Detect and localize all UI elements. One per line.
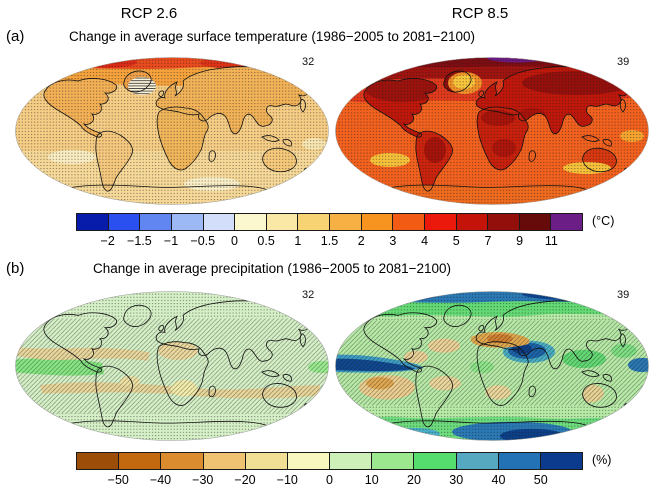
precipitation-colorbar-unit: (%) [592,453,612,467]
model-count-label: 32 [302,56,315,68]
colorbar-segment [161,453,204,469]
colorbar-segment [330,214,362,230]
stipple-overlay [335,57,649,205]
map-precipitation-rcp26 [15,291,329,441]
colorbar-segment [171,214,204,230]
colorbar-segment [108,214,141,230]
column-header-rcp26: RCP 2.6 [120,5,178,22]
colorbar-tick-label: 50 [533,473,548,487]
colorbar-tick-label: 30 [449,473,464,487]
colorbar-tick-label: −10 [276,473,298,487]
colorbar-segment [287,453,331,469]
panel-a-title: Change in average surface temperature (1… [68,29,476,44]
precipitation-colorbar: −50 −40 −30 −20 −10 0 10 20 30 40 50 [76,452,583,487]
colorbar-tick-label: −40 [149,473,172,487]
hatch-overlay [335,320,649,406]
colorbar-segment [235,214,267,230]
colorbar-segment [266,214,299,230]
colorbar-segments [76,213,583,231]
colorbar-segment [298,214,330,230]
colorbar-tick-label: 1.5 [320,234,339,248]
panel-b-tag: (b) [6,260,25,277]
colorbar-segment [119,453,162,469]
map-border [15,57,329,205]
colorbar-tick-label: −50 [107,473,129,487]
colorbar-segment [424,214,457,230]
map-border [335,291,649,441]
colorbar-segment [456,214,489,230]
colorbar-segment [393,214,425,230]
colorbar-tick-label: 5 [452,234,460,248]
colorbar-segment [540,453,583,469]
model-count-label: 39 [617,289,630,301]
colorbar-tick-label: 3 [389,234,397,248]
stipple-overlay [15,57,329,205]
colorbar-tick-label: 0.5 [257,234,275,248]
colorbar-segment [551,214,582,230]
colorbar-tick-label: 7 [484,234,492,248]
colorbar-tick-label: 40 [491,473,506,487]
model-count-label: 32 [302,289,315,301]
colorbar-segment [488,214,520,230]
colorbar-segment [203,453,246,469]
colorbar-tick-label: 9 [516,234,524,248]
colorbar-segment [498,453,541,469]
colorbar-segments [76,452,583,470]
panel-b-title: Change in average precipitation (1986−20… [92,261,452,276]
colorbar-segment [245,453,288,469]
colorbar-tick-label: 2 [357,234,365,248]
colorbar-tick-label: −2 [100,234,115,248]
colorbar-segment [361,214,394,230]
stipple-overlay [335,291,649,321]
temperature-colorbar-unit: (°C) [592,214,615,228]
colorbar-tick-label: −1 [163,234,179,248]
map-border [335,57,649,205]
colorbar-tick-label: 10 [364,473,379,487]
map-temperature-rcp85 [335,57,649,205]
map-precipitation-rcp85 [335,291,649,441]
column-header-rcp85: RCP 8.5 [451,5,509,22]
colorbar-tick-label: 4 [421,234,429,248]
colorbar-tick-label: −30 [192,473,214,487]
colorbar-tick-label: −0.5 [190,234,216,248]
map-temperature-rcp26 [15,57,329,205]
colorbar-segment [519,214,552,230]
map-border [15,291,329,441]
colorbar-tick-label: −1.5 [127,234,152,248]
colorbar-segment [203,214,236,230]
colorbar-segment [140,214,172,230]
model-count-label: 39 [617,56,630,68]
colorbar-segment [77,453,120,469]
colorbar-tick-label: 0 [326,473,333,487]
hatch-overlay [15,318,329,414]
colorbar-tick-label: −20 [234,473,256,487]
panel-a-tag: (a) [6,28,25,45]
colorbar-tick-label: 1 [294,234,302,248]
colorbar-segment [77,214,109,230]
colorbar-segment [330,453,373,469]
colorbar-tick-label: 0 [230,234,238,248]
colorbar-tick-label: 20 [407,473,421,487]
colorbar-segment [456,453,499,469]
temperature-colorbar: −2 −1.5 −1 −0.5 0 0.5 1 1.5 2 3 4 5 7 9 11 [76,213,583,248]
colorbar-tick-label: 11 [544,234,558,248]
colorbar-segment [372,453,415,469]
colorbar-segment [414,453,457,469]
